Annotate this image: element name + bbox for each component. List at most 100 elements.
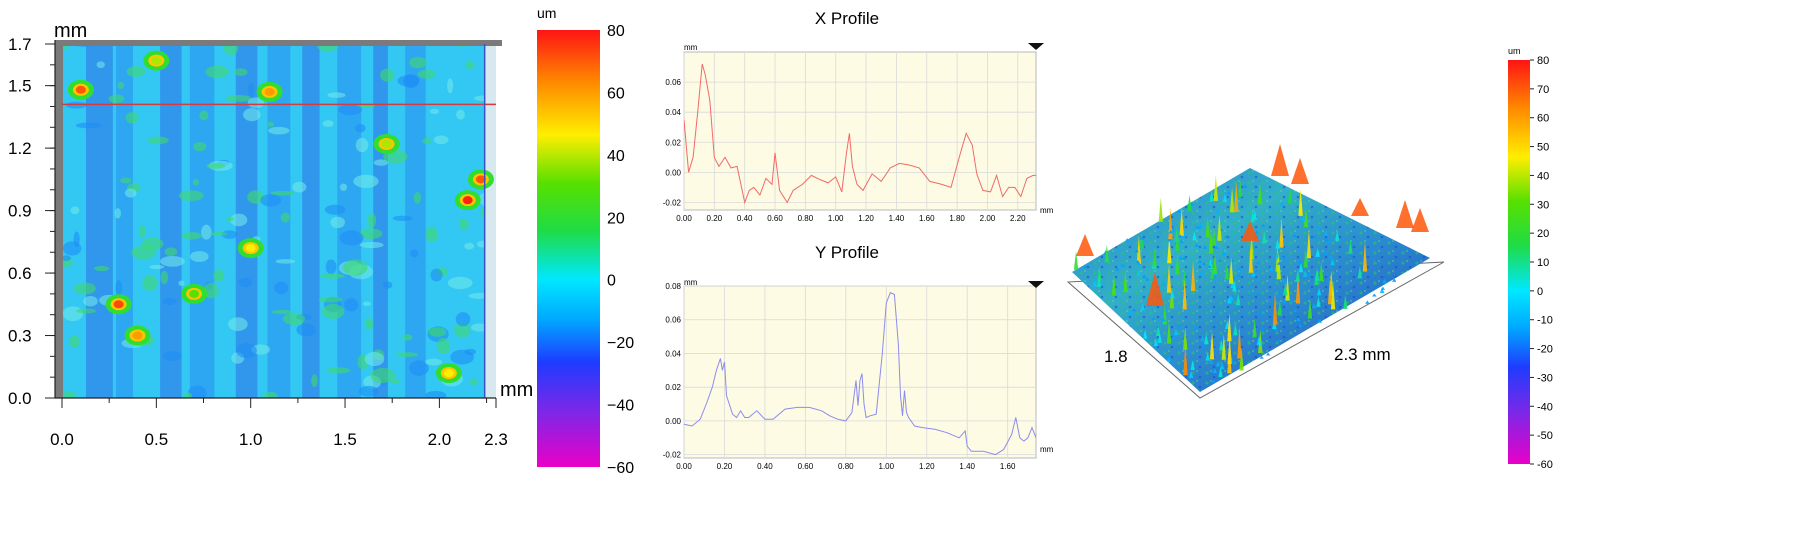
surface-spike [1104,244,1110,263]
map-texture-blob [193,142,207,152]
map-x-tick-label: 1.5 [333,430,357,449]
map-texture-blob [147,136,169,145]
surface-spike [1298,188,1303,216]
map-texture-blob [225,95,252,102]
x-profile-chart: X Profile mm mm 0.00 0.20 0.40 0.60 0.80 1.00… [663,9,1054,223]
surface-spike [1306,229,1312,259]
surface-spike [1233,323,1238,336]
map-peak [75,85,86,94]
map-texture-blob [325,259,337,275]
surface-spike [1235,286,1241,290]
x-profile-menu-icon[interactable] [1028,43,1044,50]
colorbar-main-tick-label: −60 [607,460,634,477]
surface-spike [1327,273,1333,305]
colorbar-3d-tick-label: -10 [1537,315,1553,327]
map-texture-blob [62,306,84,322]
surface-spike [1236,267,1242,271]
map-texture-blob [292,181,307,193]
map-texture-blob [114,208,121,219]
surface-spike [1161,317,1166,322]
map-texture-band [373,44,388,398]
map-texture-blob [108,94,125,104]
surface-spike [1167,238,1172,242]
surface-spike [1145,277,1150,281]
profile-x-tick-label: 0.40 [737,214,753,223]
map-texture-blob [184,392,193,398]
surface-spike [1156,324,1161,337]
surface-spike [1255,292,1260,296]
colorbar-3d-ticks: 80 70 60 50 40 30 20 10 0 -10 -20 -30 -40 -50 -60 [1530,55,1553,471]
map-texture-blob [228,317,248,332]
profile-x-tick-label: 1.20 [858,214,874,223]
colorbar-main-tick-label: −20 [607,335,634,352]
map-texture-blob [409,360,429,376]
map-texture-blob [139,224,146,239]
surface-spike [1153,337,1159,347]
map-texture-blob [247,97,265,109]
surface-spike [1187,195,1192,212]
map-texture-band [302,44,320,398]
surface-spike [1348,239,1353,254]
surface-spike [1188,370,1194,378]
surface-spike [1327,239,1332,244]
surface-spike [1221,333,1226,360]
surface-spike [1174,226,1179,242]
map-texture-blob [260,194,282,207]
colorbar-main-tick-label: 40 [607,148,625,165]
map-peak [264,87,275,96]
colorbar-3d-tick-label: -50 [1537,430,1553,442]
map-texture-blob [62,391,77,398]
colorbar-main-ticks: 80 60 40 20 0 −20 −40 −60 [607,23,634,477]
map-peak [189,289,200,298]
map-x-tick-label: 0.0 [50,430,74,449]
colorbar-3d-tick-label: 80 [1537,55,1549,67]
surface-spike [1303,207,1309,228]
map-texture-blob [275,259,296,264]
surface-spike [1226,190,1231,195]
surface-spike [1365,300,1370,304]
surface-spike [1224,262,1230,280]
map-texture-blob [339,230,364,246]
map-texture-blob [425,390,447,398]
colorbar-3d-tick-label: 40 [1537,170,1549,182]
colorbar-3d-tick-label: 20 [1537,228,1549,240]
profile-y-tick-label: -0.02 [663,198,682,207]
surface-spike [1194,224,1200,229]
surface-spike [1209,190,1214,202]
map-texture-blob [192,178,199,186]
surface-spike [1210,262,1215,279]
y-profile-chart: Y Profile mm mm 0.00 0.20 0.40 0.60 0.80 1.00… [663,243,1054,471]
map-texture-blob [247,190,265,204]
map-texture-blob [321,304,345,319]
surface-spike [1323,250,1329,255]
y-profile-plot-area [683,285,1037,459]
surface-spike [1232,281,1237,292]
surface-spike [1218,366,1223,377]
surface-spike [1295,271,1301,304]
surface-spike [1082,265,1088,269]
map-texture-blob [319,273,345,279]
map-texture-blob [274,281,289,295]
x-profile-y-unit: mm [684,43,698,52]
colorbar-3d: um 80 70 60 50 40 30 20 10 0 -10 -20 -30 -40 -50 -60 [1508,46,1553,471]
map-texture-band [85,44,113,398]
surface-spike [1343,294,1348,310]
profile-x-tick-label: 1.40 [889,214,905,223]
map-texture-blob [76,308,97,314]
surface-spike [1221,251,1226,256]
surface-spike [1204,333,1209,345]
surface-spike [1199,270,1204,276]
surface-spike [1157,332,1162,343]
surface-3d-view: 1.8 2.3 mm [1066,144,1445,399]
map-texture-blob [271,309,293,315]
colorbar-main-unit: um [537,5,556,21]
y-profile-menu-icon[interactable] [1028,281,1044,288]
surface-spike [1177,323,1182,327]
map-texture-blob [455,312,471,327]
map-texture-blob [410,249,419,258]
map-peak [475,175,486,184]
surface-spike [1392,277,1397,282]
colorbar-3d-tick-label: 0 [1537,286,1543,298]
surface-spike [1111,274,1117,296]
surface-spike [1335,230,1340,241]
